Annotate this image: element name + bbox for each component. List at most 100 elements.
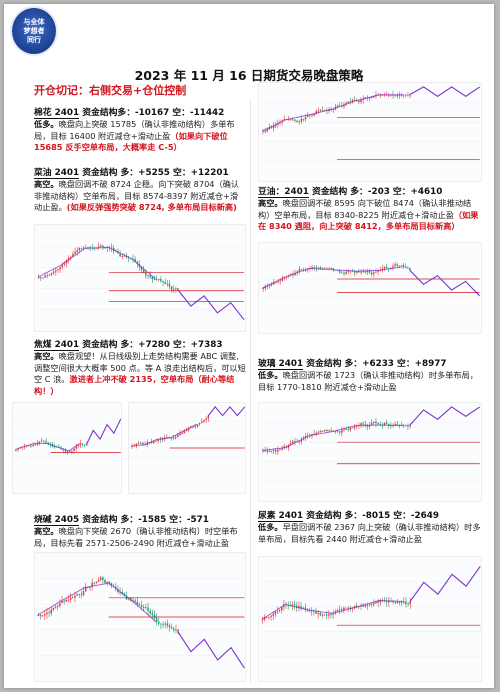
contract-name: 菜油 2401: [34, 168, 80, 179]
candle-body: [315, 432, 318, 435]
section-header: 豆油：2401 资金结构 多：-203 空：+4610: [258, 187, 482, 198]
candle-body: [175, 629, 177, 631]
structure-label: 资金结构多：: [82, 108, 136, 118]
candle-body: [321, 431, 324, 432]
candle-body: [84, 444, 86, 446]
section-header: 棉花 2401 资金结构多：-10167 空：-11442: [34, 108, 246, 119]
candle-body: [84, 587, 87, 592]
page-title: 2023 年 11 月 16 日期货交易晚盘策略: [134, 68, 364, 83]
strategy-text: 晚盘回调不破 1723（确认非推动结构）时多单布局，目标 1770-1810 附…: [258, 370, 478, 392]
candle-body: [17, 448, 19, 450]
candle-body: [261, 619, 264, 621]
candle-body: [368, 604, 371, 606]
candle-body: [75, 446, 77, 449]
candle-body: [87, 587, 89, 589]
candle-body: [294, 272, 296, 276]
candle-body: [353, 605, 356, 608]
chart-urea: [258, 556, 482, 682]
candle-body: [345, 607, 347, 609]
candle-body: [157, 439, 159, 442]
candle-body: [71, 450, 73, 452]
candle-body: [274, 124, 277, 126]
candle-body: [70, 256, 72, 258]
candle-body: [45, 441, 47, 443]
candle-body: [76, 594, 78, 596]
candle-body: [402, 265, 405, 267]
wave-structure-line: [37, 247, 157, 280]
short-value: -2649: [410, 511, 440, 521]
candle-body: [76, 250, 79, 252]
candle-body: [336, 609, 339, 612]
candle-body: [358, 100, 360, 102]
candle-body: [300, 118, 303, 122]
candle-body: [313, 113, 315, 116]
candle-body: [162, 623, 164, 625]
candle-body: [104, 579, 106, 583]
candle-body: [160, 278, 162, 282]
candle-body: [326, 267, 328, 269]
candle-body: [80, 247, 83, 249]
candle-body: [52, 607, 55, 610]
contract-name: 焦煤 2401: [34, 340, 80, 351]
structure-label: 资金结构 多：: [306, 511, 363, 521]
candle-body: [343, 429, 345, 431]
candle-body: [52, 271, 55, 273]
contract-name: 棉花 2401: [34, 108, 80, 119]
candle-body: [273, 282, 275, 285]
strategy-text: 晚盘向上突破 15785（确认非推动结构）多单布局，目标 16400 附近减仓+…: [34, 119, 235, 141]
candle-body: [30, 445, 32, 447]
candle-body: [131, 446, 133, 447]
candle-body: [205, 418, 207, 421]
candle-body: [351, 427, 354, 429]
candle-body: [345, 102, 347, 105]
candle-body: [270, 127, 273, 129]
candle-body: [174, 437, 177, 439]
candle-body: [409, 425, 411, 427]
short-value: +12201: [190, 168, 229, 178]
candle-body: [334, 430, 337, 432]
candle-body: [313, 433, 315, 435]
candle-body: [338, 609, 341, 611]
note-text: (如果反弹强势突破 8724, 多单布局目标新高): [66, 202, 237, 213]
contract-name: 烧碱 2405: [34, 515, 80, 526]
candle-body: [59, 603, 61, 607]
contract-name: 豆油：2401: [258, 187, 309, 198]
logo-text-1: 与全体: [23, 17, 45, 26]
candle-body: [385, 422, 388, 425]
candle-body: [110, 247, 113, 249]
chart-coking-a-svg: [13, 418, 121, 476]
candle-body: [41, 615, 44, 617]
candle-body: [162, 281, 164, 283]
candle-body: [298, 606, 300, 608]
candle-body: [281, 278, 284, 281]
candle-body: [53, 446, 56, 448]
candle-body: [345, 272, 347, 274]
candle-body: [15, 449, 17, 451]
candle-body: [360, 99, 362, 102]
short-value: +4610: [410, 187, 443, 197]
candle-body: [319, 267, 322, 269]
candle-body: [207, 416, 210, 419]
candle-body: [102, 245, 104, 248]
candle-body: [398, 95, 401, 97]
candle-body: [274, 450, 277, 452]
candle-body: [97, 246, 100, 248]
note-text: （如果向下破位 15685 反手空单布局，大概率走 C-5）: [34, 130, 228, 153]
logo-text-2: 梦想者: [23, 26, 45, 35]
long-value: -8015: [362, 511, 391, 521]
candle-body: [277, 449, 279, 452]
candle-body: [336, 105, 339, 107]
candle-body: [46, 275, 49, 277]
candle-body: [398, 265, 401, 267]
candle-body: [123, 255, 126, 257]
candle-body: [157, 278, 160, 280]
candle-body: [375, 600, 377, 603]
candle-body: [279, 449, 281, 451]
candle-body: [360, 423, 362, 426]
candle-body: [46, 612, 48, 615]
candle-body: [402, 94, 405, 96]
candle-body: [347, 429, 349, 431]
candle-body: [396, 95, 399, 97]
candle-body: [127, 598, 130, 600]
candle-body: [179, 433, 181, 436]
